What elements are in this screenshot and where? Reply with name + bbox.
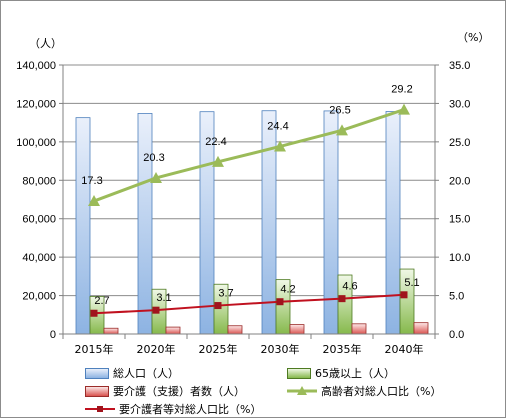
y-left-tick-label: 0 [50, 329, 56, 341]
x-tick-label: 2020年 [137, 342, 176, 356]
legend-item-elderly-ratio: 高齢者対総人口比（%） [287, 383, 441, 399]
y-right-tick-label: 0.0 [449, 329, 464, 341]
y-right-unit-label: （%） [457, 31, 489, 44]
x-tick-label: 2040年 [385, 342, 424, 356]
x-tick-label: 2015年 [75, 342, 114, 356]
label-elderly-ratio: 22.4 [205, 136, 226, 148]
legend-item-65-plus: 65歳以上（人） [287, 365, 395, 381]
point-care-ratio [152, 306, 160, 314]
point-care-ratio [214, 302, 222, 310]
legend-item-care-ratio: 要介護者等対総人口比（%） [85, 401, 261, 417]
point-care-ratio [276, 298, 284, 306]
y-left-tick-label: 40,000 [22, 252, 56, 264]
legend-swatch-total-population [85, 367, 109, 379]
label-care-ratio: 2.7 [94, 295, 109, 307]
y-left-tick-label: 20,000 [22, 291, 56, 303]
y-right-tick-label: 5.0 [449, 291, 464, 303]
x-tick-label: 2035年 [323, 342, 362, 356]
point-elderly-ratio [336, 124, 348, 136]
legend-label-total-population: 総人口（人） [113, 367, 179, 380]
y-left-tick-label: 120,000 [16, 98, 56, 110]
label-elderly-ratio: 17.3 [81, 175, 102, 187]
legend-label-elderly-ratio: 高齢者対総人口比（%） [321, 385, 442, 398]
y-right-tick-label: 25.0 [449, 137, 470, 149]
y-left-tick-label: 100,000 [16, 137, 56, 149]
label-care-ratio: 3.7 [218, 288, 233, 300]
y-right-tick-label: 15.0 [449, 214, 470, 226]
y-left-unit-label: （人） [29, 37, 62, 50]
point-elderly-ratio [88, 195, 100, 207]
legend-label-care-ratio: 要介護者等対総人口比（%） [119, 403, 262, 416]
label-care-ratio: 4.6 [342, 281, 357, 293]
legend-label-care-recipients: 要介護（支援）者数（人） [113, 385, 245, 398]
legend-item-total-population: 総人口（人） [85, 365, 179, 381]
y-right-tick-label: 30.0 [449, 98, 470, 110]
point-elderly-ratio [150, 171, 162, 183]
label-elderly-ratio: 29.2 [391, 84, 412, 96]
y-right-tick-label: 10.0 [449, 252, 470, 264]
legend-marker-care-ratio [85, 406, 115, 412]
line-elderly-ratio [93, 108, 405, 203]
label-care-ratio: 5.1 [404, 277, 419, 289]
data-labels: 17.3 20.3 22.4 24.4 26.5 29.2 2.7 3.1 3.7 4.2 4.6 5… [81, 84, 419, 308]
y-left-tick-label: 60,000 [22, 214, 56, 226]
label-elderly-ratio: 20.3 [143, 152, 164, 164]
point-care-ratio [338, 295, 346, 303]
point-elderly-ratio [274, 140, 286, 152]
label-care-ratio: 3.1 [156, 292, 171, 304]
label-elderly-ratio: 24.4 [267, 120, 288, 132]
y-right-tick-label: 35.0 [449, 60, 470, 72]
legend-swatch-65-plus [287, 367, 311, 379]
label-care-ratio: 4.2 [280, 284, 295, 296]
point-elderly-ratio [398, 103, 410, 115]
label-elderly-ratio: 26.5 [329, 104, 350, 116]
gridlines [63, 64, 435, 297]
x-tick-label: 2025年 [199, 342, 238, 356]
axes: 0 0.0 20,000 5.0 40,000 10.0 60,000 15.0 80,000 2… [16, 60, 470, 356]
legend-item-care-recipients: 要介護（支援）者数（人） [85, 383, 245, 399]
legend-label-65-plus: 65歳以上（人） [315, 367, 395, 380]
bars [75, 110, 429, 335]
point-care-ratio [90, 309, 98, 317]
point-care-ratio [400, 291, 408, 299]
legend-marker-elderly-ratio [287, 386, 317, 395]
line-care-ratio [93, 293, 405, 315]
lines [88, 103, 410, 317]
y-left-tick-label: 140,000 [16, 60, 56, 72]
x-tick-label: 2030年 [261, 342, 300, 356]
legend-swatch-care-recipients [85, 385, 109, 397]
point-elderly-ratio [212, 155, 224, 167]
y-right-tick-label: 20.0 [449, 175, 470, 187]
y-left-tick-label: 80,000 [22, 175, 56, 187]
